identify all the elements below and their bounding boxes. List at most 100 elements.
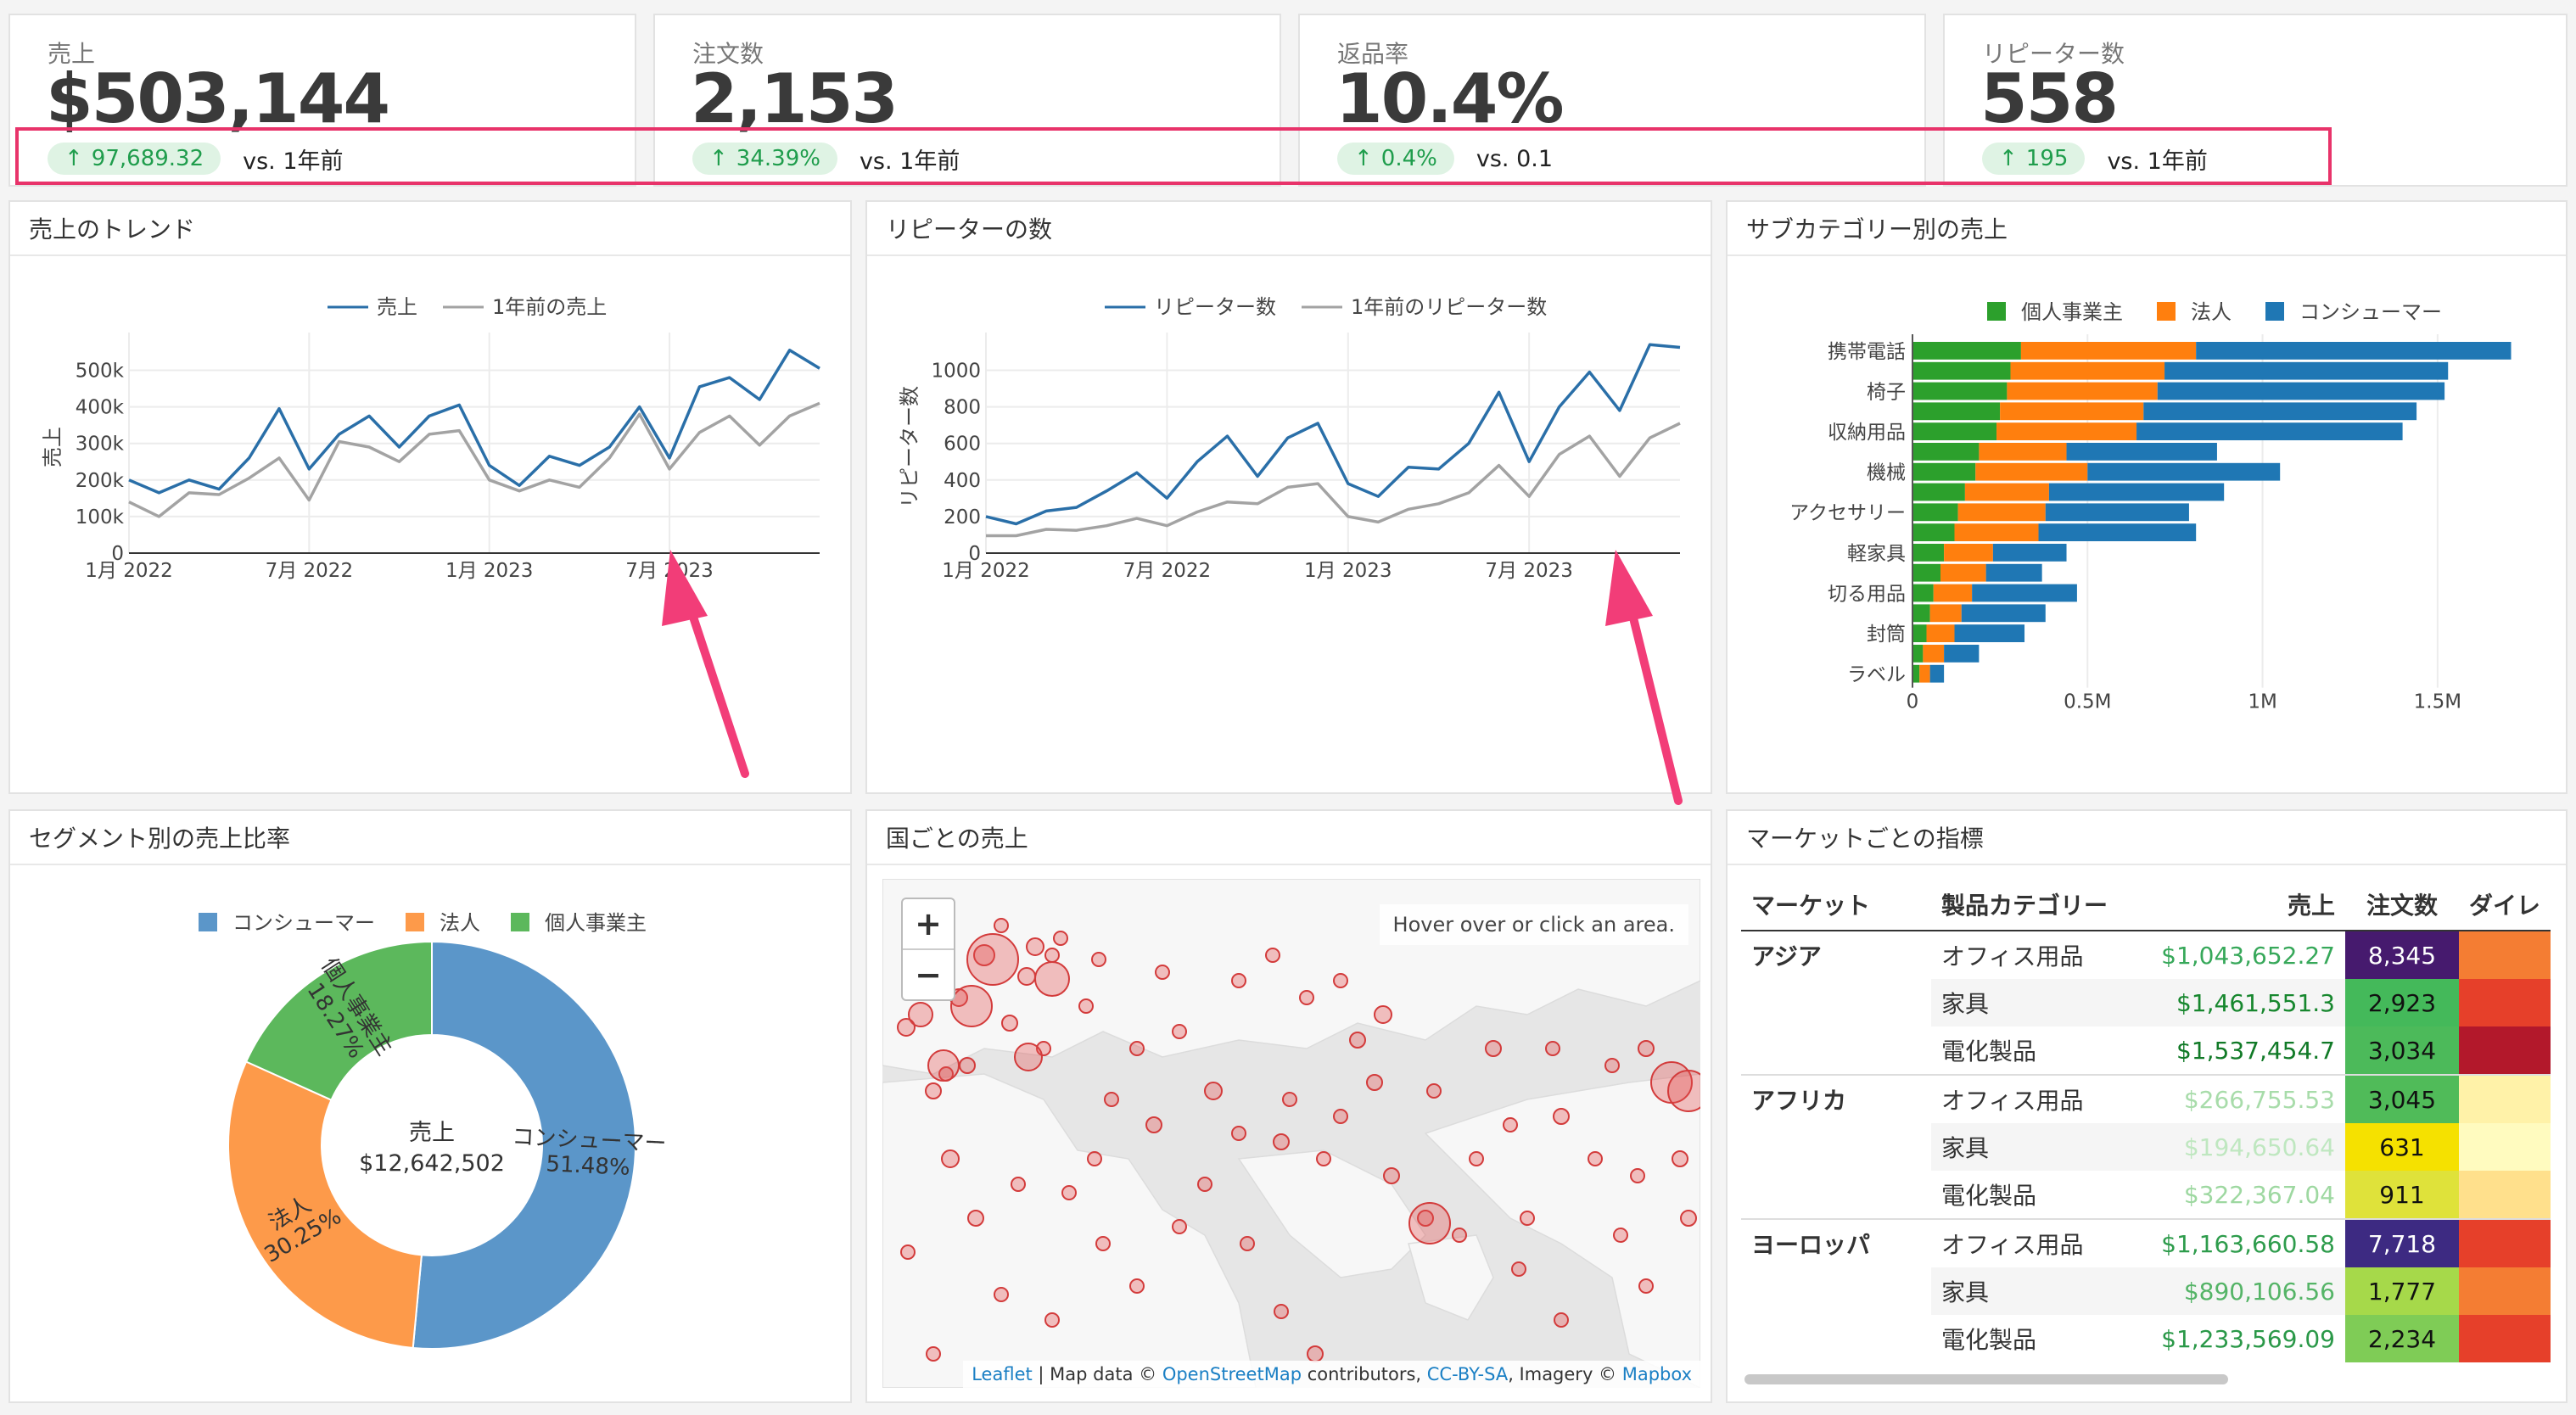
country-bubble (1366, 1074, 1383, 1091)
cell-orders: 3,034 (2345, 1026, 2459, 1075)
table-row[interactable]: アフリカ オフィス用品 $266,755.53 3,045 (1741, 1074, 2551, 1123)
cell-extra (2459, 1267, 2551, 1315)
x-tick-label: 7月 2022 (1123, 560, 1211, 582)
bar-segment (1912, 361, 2011, 380)
bar-segment (1912, 624, 1927, 642)
col-header[interactable]: ダイレ (2459, 879, 2551, 931)
x-tick-label: 1月 2022 (85, 560, 172, 582)
segment-donut-chart[interactable]: コンシューマー 法人 個人事業主コンシューマー51.48%法人30.25%個人事業主… (10, 865, 854, 1400)
cell-sales: $1,537,454.7 (2176, 1036, 2335, 1065)
bar-segment (2048, 483, 2225, 501)
y-category-label: 切る用品 (1828, 583, 1906, 605)
table-row[interactable]: 家具 $1,461,551.3 2,923 (1741, 979, 2551, 1026)
bar-segment (2087, 462, 2281, 481)
cell-market (1741, 1123, 1931, 1171)
bar-segment (2038, 523, 2197, 541)
series-line (986, 422, 1681, 538)
osm-link[interactable]: OpenStreetMap (1162, 1364, 1302, 1384)
panel-title: リピーターの数 (867, 202, 1711, 256)
cell-sales: $1,461,551.3 (2147, 979, 2345, 1026)
kpi-label: 返品率 (1337, 40, 1409, 68)
y-axis-label: リピーター数 (898, 386, 921, 508)
y-tick-label: 200 (944, 506, 981, 529)
bar-segment (1961, 604, 2046, 623)
country-bubble (1469, 1151, 1484, 1166)
country-bubble (1231, 1126, 1246, 1141)
world-map[interactable]: + − Hover over or click an area. Leaflet… (882, 879, 1700, 1388)
country-bubble (1104, 1092, 1119, 1107)
repeaters-chart[interactable]: リピーター数 1年前のリピーター数 0 200 400 600 800 1000 1月 2022… (867, 256, 1714, 791)
x-tick-label: 7月 2023 (625, 560, 713, 582)
cc-link[interactable]: CC-BY-SA (1426, 1364, 1509, 1384)
bar-segment (1912, 462, 1976, 481)
country-bubble (1333, 1109, 1348, 1124)
bar-segment (1933, 584, 1973, 602)
legend-swatch (2157, 302, 2176, 321)
col-header[interactable]: 製品カテゴリー (1931, 879, 2147, 931)
zoom-out-button[interactable]: − (903, 948, 954, 999)
land-shape (1408, 1234, 1494, 1321)
y-tick-label: 800 (944, 397, 981, 419)
cell-extra (2459, 1315, 2551, 1362)
subcategory-chart[interactable]: 個人事業主 法人 コンシューマー 0 0.5M 1M 1.5M 携帯電話椅子収納用品機械アクセ… (1728, 256, 2569, 791)
table-row[interactable]: アジア オフィス用品 $1,043,652.27 8,345 (1741, 930, 2551, 979)
legend-swatch (511, 913, 529, 931)
cell-market (1741, 1315, 1931, 1362)
country-bubble (1316, 1151, 1331, 1166)
y-category-label: アクセサリー (1789, 502, 1906, 524)
col-header[interactable]: 売上 (2147, 879, 2345, 931)
table-row[interactable]: 電化製品 $322,367.04 911 (1741, 1171, 2551, 1219)
col-header[interactable]: 注文数 (2345, 879, 2459, 931)
bar-segment (2196, 342, 2512, 360)
country-bubble (994, 918, 1009, 933)
table-row[interactable]: 家具 $194,650.64 631 (1741, 1123, 2551, 1171)
land-shape (882, 1073, 1257, 1388)
delta-compare: vs. 1年前 (2107, 148, 2208, 175)
country-bubble (1274, 1304, 1289, 1319)
bar-segment (1912, 382, 2008, 400)
zoom-control: + − (901, 898, 955, 1001)
panel-sales-trend: 売上のトレンド 売上 1年前の売上 0 100k 200k 300k 400k 500k 1月 … (8, 200, 852, 794)
cell-category: 家具 (1931, 1267, 2147, 1315)
kpi-label: 売上 (48, 40, 96, 68)
donut-slice (244, 940, 433, 1101)
attr-text: , Imagery © (1508, 1364, 1622, 1384)
panel-title: 国ごとの売上 (867, 811, 1711, 865)
bar-segment (2000, 402, 2144, 421)
country-bubble (1511, 1261, 1526, 1277)
y-tick-label: 400k (76, 397, 125, 419)
bar-segment (1929, 664, 1945, 683)
country-bubble (1155, 965, 1170, 980)
table-row[interactable]: 家具 $890,106.56 1,777 (1741, 1267, 2551, 1315)
cell-category: 家具 (1931, 979, 2147, 1026)
map-attribution: Leaflet | Map data © OpenStreetMap contr… (963, 1361, 1700, 1388)
col-header[interactable]: マーケット (1741, 879, 1931, 931)
delta-value: 34.39% (736, 146, 820, 171)
country-bubble (1503, 1117, 1518, 1133)
sales-trend-chart[interactable]: 売上 1年前の売上 0 100k 200k 300k 400k 500k 1月 2022 7月 2… (10, 256, 854, 791)
y-category-label: ラベル (1847, 664, 1906, 686)
panel-title: 売上のトレンド (10, 202, 850, 256)
map-layer[interactable] (882, 879, 1700, 1388)
bar-segment (1912, 443, 1980, 461)
leaflet-link[interactable]: Leaflet (972, 1364, 1033, 1384)
delta-compare: vs. 1年前 (859, 148, 960, 175)
country-bubble (1273, 1133, 1290, 1150)
country-bubble (1307, 1345, 1324, 1362)
kpi-card-return-rate: 返品率 10.4% ↑ 0.4% vs. 0.1 (1298, 14, 1926, 187)
country-bubble (1604, 1058, 1620, 1073)
table-row[interactable]: 電化製品 $1,537,454.7 3,034 (1741, 1026, 2551, 1075)
cell-market (1741, 1026, 1931, 1075)
bar-segment (1923, 645, 1945, 663)
bar-segment (1944, 544, 1993, 562)
table-row[interactable]: ヨーロッパ オフィス用品 $1,163,660.58 7,718 (1741, 1218, 2551, 1267)
horizontal-scrollbar[interactable] (1744, 1374, 2228, 1384)
zoom-in-button[interactable]: + (915, 905, 942, 942)
kpi-card-orders: 注文数 2,153 ↑ 34.39% vs. 1年前 (653, 14, 1281, 187)
annotation-highlight-box (15, 127, 2332, 185)
cell-orders: 631 (2345, 1123, 2459, 1171)
mapbox-link[interactable]: Mapbox (1621, 1364, 1692, 1384)
table-row[interactable]: 電化製品 $1,233,569.09 2,234 (1741, 1315, 2551, 1362)
country-bubble (1197, 1177, 1212, 1192)
bar-segment (1985, 563, 2042, 582)
